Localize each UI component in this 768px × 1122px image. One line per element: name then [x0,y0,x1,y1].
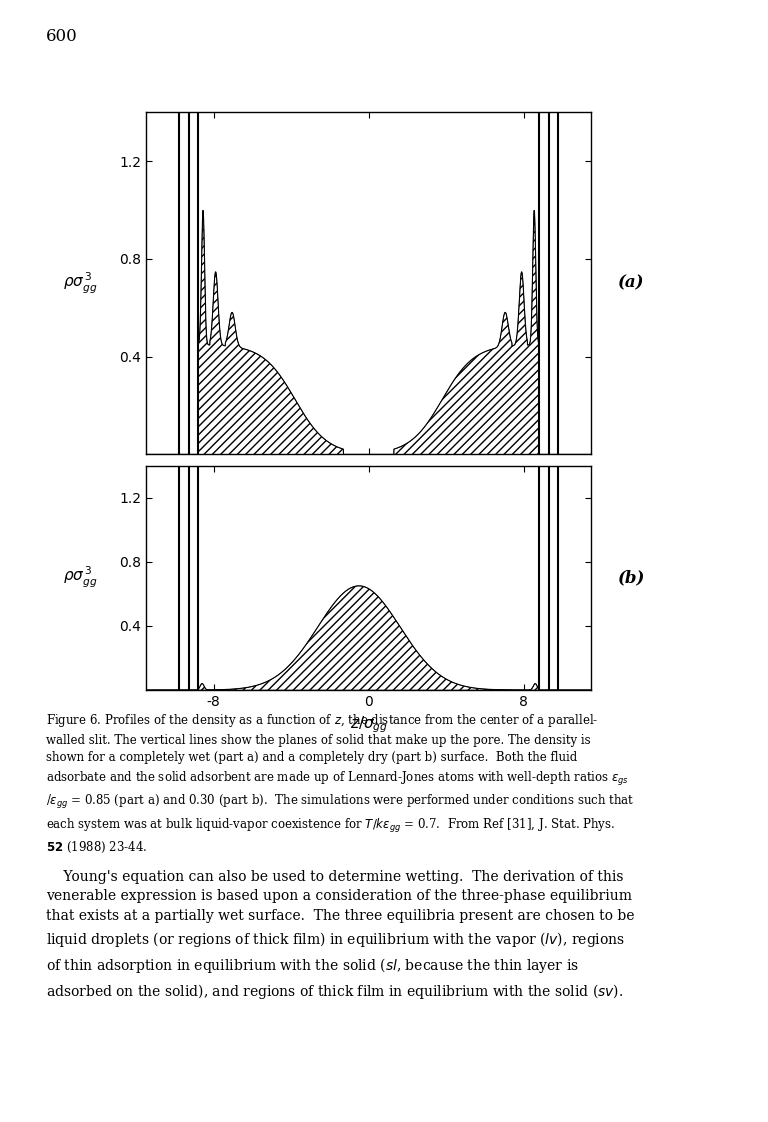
Text: Young's equation can also be used to determine wetting.  The derivation of this
: Young's equation can also be used to det… [46,870,634,1001]
X-axis label: $z/\sigma_{gg}$: $z/\sigma_{gg}$ [349,715,388,735]
Text: (b): (b) [618,569,645,587]
Text: (a): (a) [618,275,644,292]
Y-axis label: $\rho\sigma_{gg}^{\,3}$: $\rho\sigma_{gg}^{\,3}$ [63,565,98,590]
Y-axis label: $\rho\sigma_{gg}^{\,3}$: $\rho\sigma_{gg}^{\,3}$ [63,270,98,296]
Text: 600: 600 [46,28,78,45]
Text: Figure 6. Profiles of the density as a function of $z$, the distance from the ce: Figure 6. Profiles of the density as a f… [46,712,634,855]
